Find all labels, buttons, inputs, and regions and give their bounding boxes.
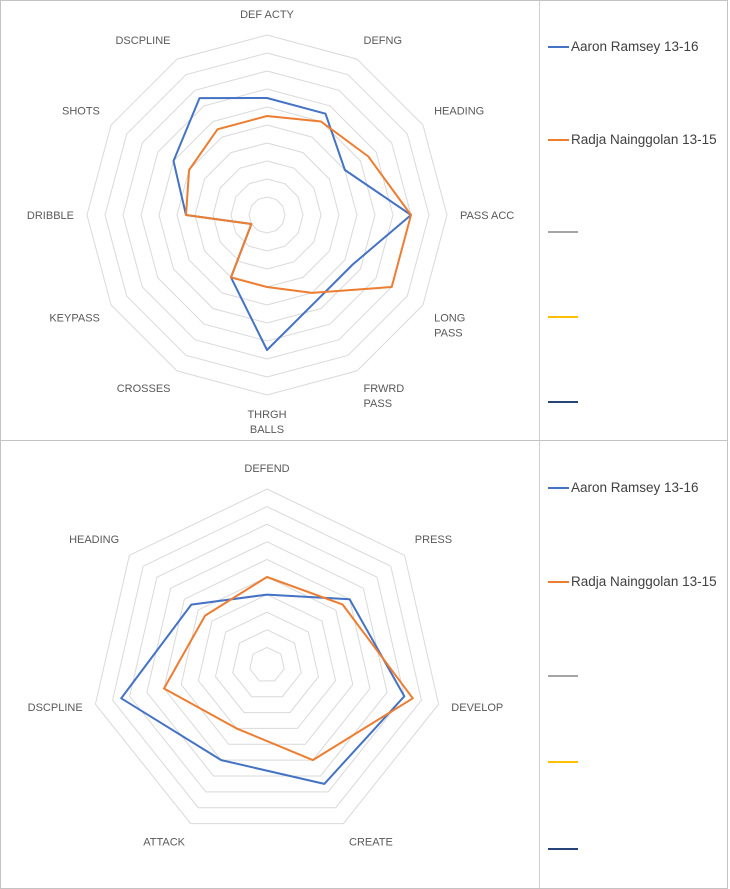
legend-line-swatch bbox=[548, 487, 569, 490]
radar-gridlines bbox=[94, 488, 440, 825]
legend-label: Radja Nainggolan 13-15 bbox=[571, 574, 717, 590]
legend-item-aaron-ramsey-13-16[interactable]: Aaron Ramsey 13-16 bbox=[548, 479, 723, 497]
legend-item-empty-4[interactable] bbox=[548, 840, 723, 850]
axis-label-thrgh-balls: BALLS bbox=[250, 424, 284, 436]
grid-ring bbox=[249, 646, 285, 682]
axis-label-heading: HEADING bbox=[434, 106, 484, 118]
radar-panel-top[interactable]: DEF ACTY DEFNG HEADING PASS ACC LONG PASS FRWR… bbox=[0, 0, 728, 441]
axis-label-heading: HEADING bbox=[69, 534, 119, 546]
legend-line-swatch bbox=[548, 675, 578, 678]
axis-label-create: CREATE bbox=[349, 836, 393, 848]
axis-label-frwrd-pass: PASS bbox=[364, 398, 393, 410]
grid-ring bbox=[146, 541, 388, 777]
axis-label-defend: DEFEND bbox=[244, 463, 289, 475]
legend-item-empty-3[interactable] bbox=[548, 753, 723, 764]
legend-label: Aaron Ramsey 13-16 bbox=[571, 480, 699, 496]
axis-label-dscpline: DSCPLINE bbox=[28, 702, 83, 714]
axis-label-crosses: CROSSES bbox=[117, 383, 171, 395]
axis-label-keypass: KEYPASS bbox=[49, 313, 100, 325]
legend-item-empty-4[interactable] bbox=[548, 393, 723, 403]
legend-label: Radja Nainggolan 13-15 bbox=[571, 131, 717, 147]
legend-line-swatch bbox=[548, 847, 578, 850]
axis-label-long-pass: PASS bbox=[434, 328, 463, 340]
radar-chart-top: DEF ACTY DEFNG HEADING PASS ACC LONG PASS FRWR… bbox=[27, 9, 514, 436]
grid-ring bbox=[214, 611, 320, 714]
grid-ring bbox=[230, 178, 304, 252]
grid-ring bbox=[104, 52, 430, 378]
axis-labels: DEFEND PRESS DEVELOP CREATE ATTACK DSCPLINE HE… bbox=[28, 463, 504, 848]
grid-ring bbox=[94, 488, 440, 825]
legend-line-swatch bbox=[548, 581, 569, 584]
series-line-radja-nainggolan-13-15 bbox=[163, 576, 414, 762]
axis-label-develop: DEVELOP bbox=[451, 702, 503, 714]
axis-label-thrgh-balls: THRGH bbox=[247, 409, 286, 421]
legend-line-swatch bbox=[548, 761, 578, 764]
grid-ring bbox=[86, 34, 448, 396]
legend-item-empty-2[interactable] bbox=[548, 667, 723, 678]
axis-label-def-acty: DEF ACTY bbox=[240, 9, 294, 21]
axis-label-press: PRESS bbox=[415, 534, 452, 546]
grid-ring bbox=[112, 506, 422, 809]
legend-item-empty-2[interactable] bbox=[548, 223, 723, 234]
grid-ring bbox=[197, 594, 337, 729]
axis-label-long-pass: LONG bbox=[434, 313, 465, 325]
chart-area-bottom[interactable]: DEFEND PRESS DEVELOP CREATE ATTACK DSCPLINE HE… bbox=[1, 441, 539, 888]
axis-label-shots: SHOTS bbox=[62, 106, 100, 118]
legend-item-empty-3[interactable] bbox=[548, 308, 723, 318]
radar-gridlines bbox=[86, 34, 448, 396]
grid-ring bbox=[232, 629, 302, 698]
radar-chart-bottom: DEFEND PRESS DEVELOP CREATE ATTACK DSCPLINE HE… bbox=[28, 463, 504, 848]
series-line-aaron-ramsey-13-16 bbox=[172, 97, 412, 351]
radar-panel-bottom[interactable]: DEFEND PRESS DEVELOP CREATE ATTACK DSCPLINE HE… bbox=[0, 440, 728, 889]
legend-line-swatch bbox=[548, 400, 578, 403]
legend-line-swatch bbox=[548, 138, 569, 141]
series-line-aaron-ramsey-13-16 bbox=[120, 593, 406, 785]
legend-line-swatch bbox=[548, 46, 569, 49]
axis-label-dscpline: DSCPLINE bbox=[115, 35, 170, 47]
axis-labels: DEF ACTY DEFNG HEADING PASS ACC LONG PASS FRWR… bbox=[27, 9, 514, 436]
axis-label-frwrd-pass: FRWRD bbox=[364, 383, 405, 395]
axis-label-dribble: DRIBBLE bbox=[27, 210, 74, 222]
axis-label-pass-acc: PASS ACC bbox=[460, 210, 514, 222]
grid-ring bbox=[122, 70, 412, 360]
axis-label-attack: ATTACK bbox=[143, 836, 185, 848]
legend-item-radja-nainggolan-13-15[interactable]: Radja Nainggolan 13-15 bbox=[548, 573, 723, 591]
legend-label: Aaron Ramsey 13-16 bbox=[571, 39, 699, 55]
legend-top: Aaron Ramsey 13-16 Radja Nainggolan 13-15 bbox=[539, 1, 727, 440]
legend-line-swatch bbox=[548, 315, 578, 318]
legend-bottom: Aaron Ramsey 13-16 Radja Nainggolan 13-15 bbox=[539, 441, 727, 888]
grid-ring bbox=[129, 523, 405, 793]
legend-line-swatch bbox=[548, 231, 578, 234]
grid-ring bbox=[212, 160, 322, 270]
axis-label-defng: DEFNG bbox=[364, 35, 403, 47]
grid-ring bbox=[180, 576, 354, 745]
grid-ring bbox=[176, 124, 358, 306]
grid-ring bbox=[194, 142, 340, 288]
grid-ring bbox=[248, 196, 286, 234]
legend-item-radja-nainggolan-13-15[interactable]: Radja Nainggolan 13-15 bbox=[548, 131, 723, 149]
chart-area-top[interactable]: DEF ACTY DEFNG HEADING PASS ACC LONG PASS FRWR… bbox=[1, 1, 539, 440]
series-line-radja-nainggolan-13-15 bbox=[185, 115, 412, 294]
legend-item-aaron-ramsey-13-16[interactable]: Aaron Ramsey 13-16 bbox=[548, 38, 723, 56]
grid-ring bbox=[163, 558, 371, 761]
grid-ring bbox=[140, 88, 394, 342]
